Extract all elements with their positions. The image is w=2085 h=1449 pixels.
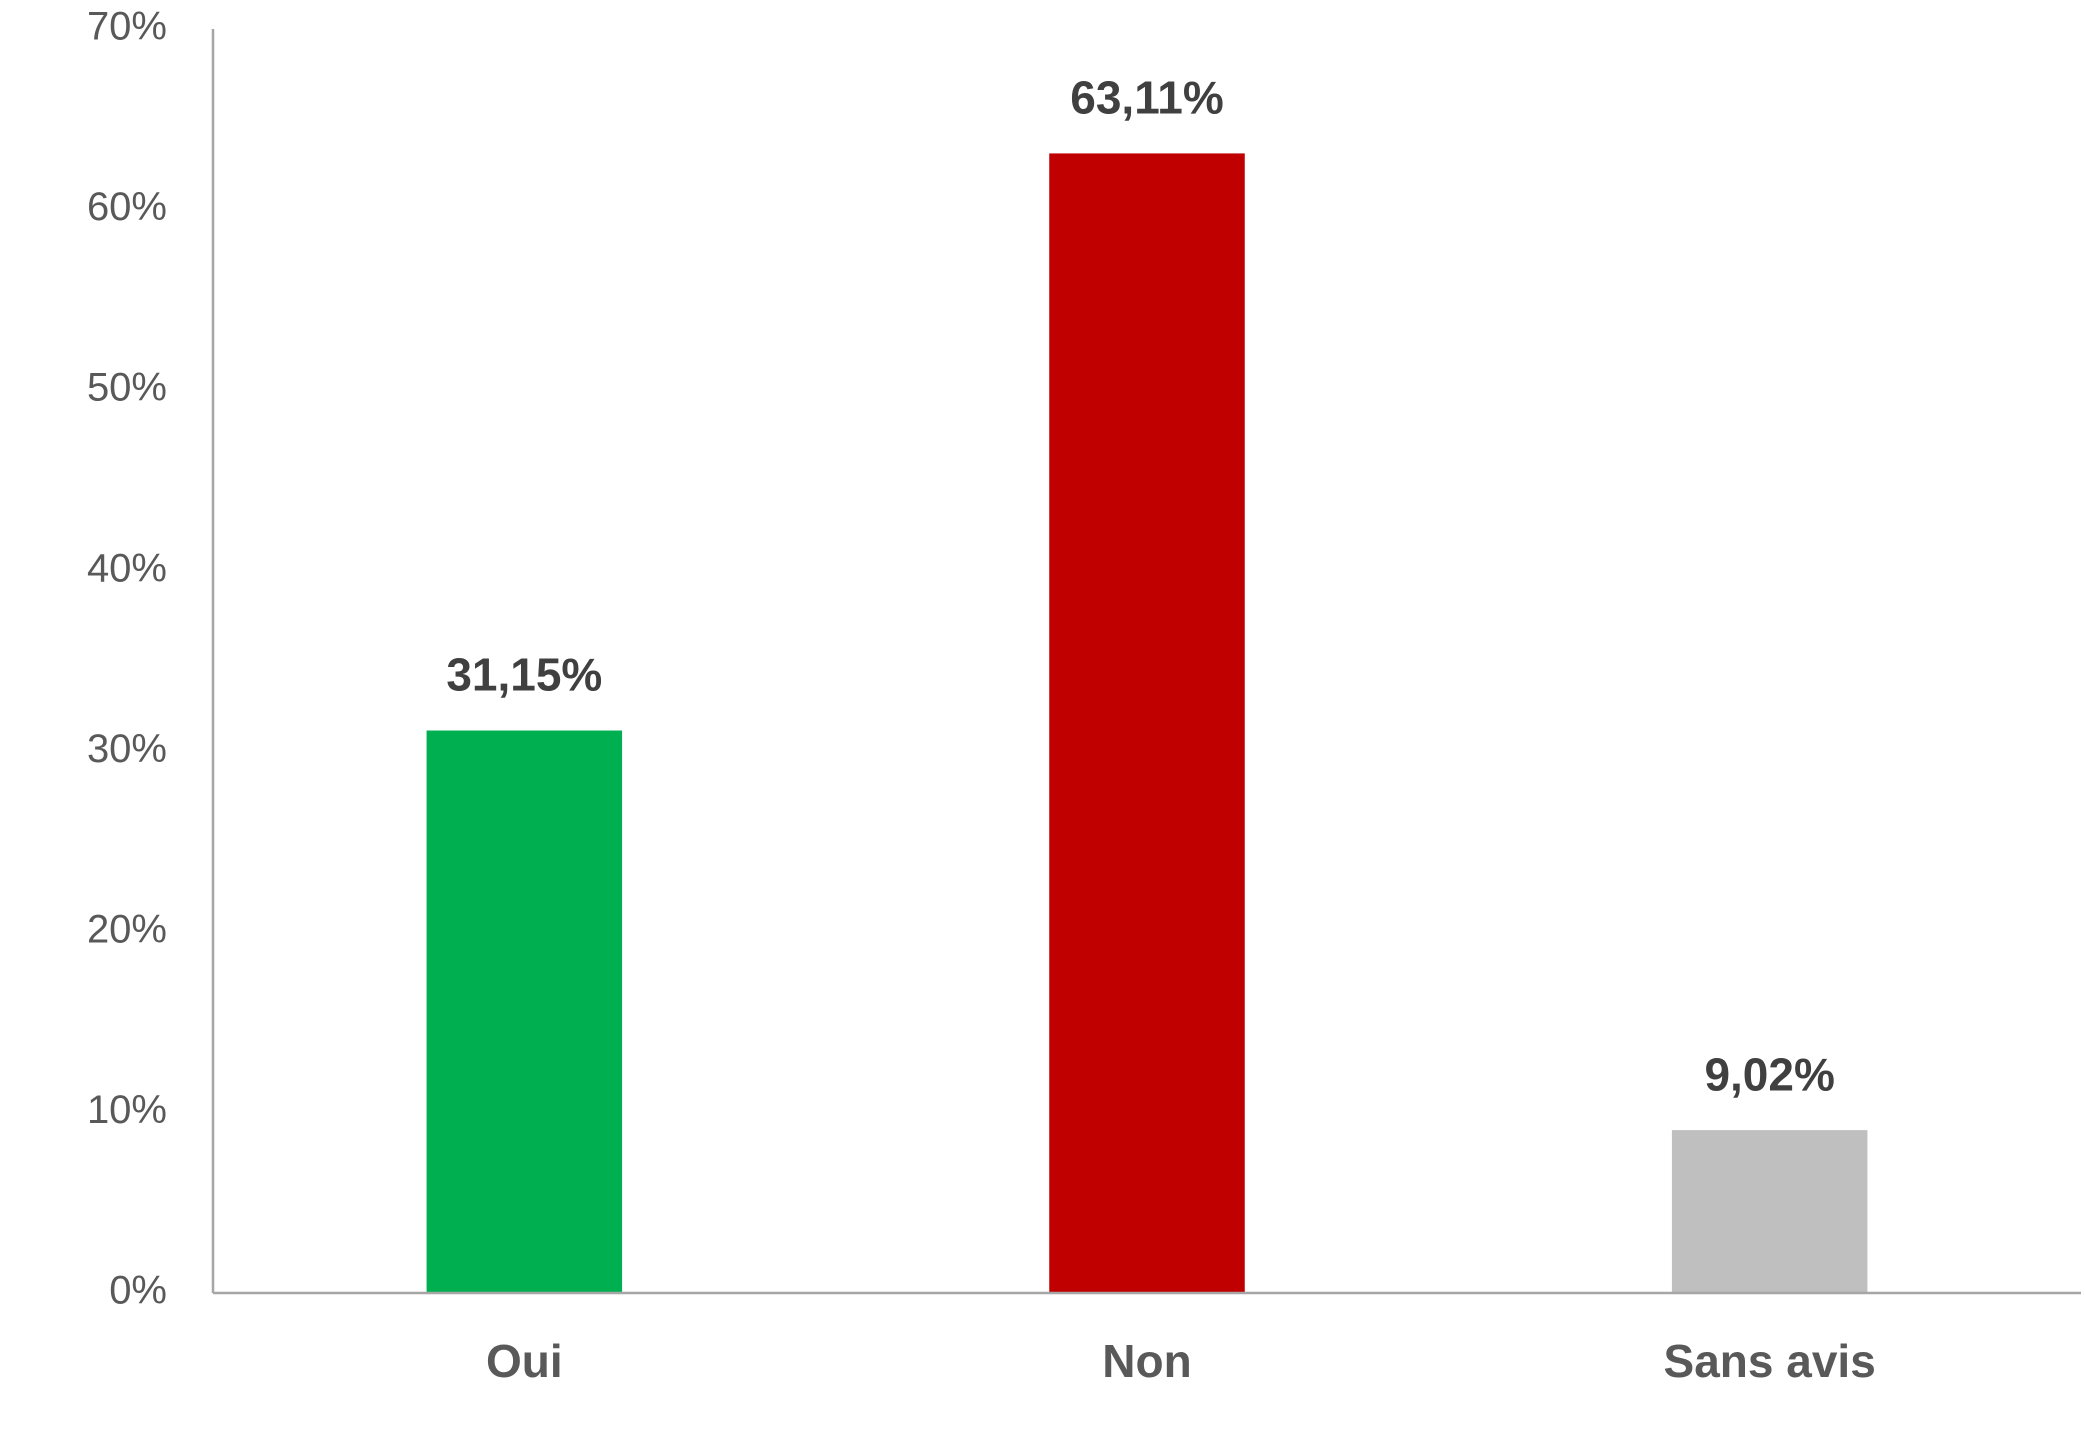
bar xyxy=(426,730,623,1293)
value-label: 31,15% xyxy=(446,649,602,701)
y-tick-label: 40% xyxy=(87,546,167,590)
y-tick-label: 10% xyxy=(87,1088,167,1132)
y-tick-label: 60% xyxy=(87,185,167,229)
x-tick-label: Non xyxy=(1102,1335,1191,1387)
value-label: 9,02% xyxy=(1704,1048,1834,1100)
y-tick-label: 0% xyxy=(109,1269,167,1313)
bar xyxy=(1671,1130,1868,1293)
y-tick-label: 30% xyxy=(87,727,167,771)
bar xyxy=(1049,153,1245,1294)
value-label: 63,11% xyxy=(1070,72,1223,124)
x-tick-label: Sans avis xyxy=(1664,1335,1876,1387)
y-tick-label: 20% xyxy=(87,907,167,951)
y-tick-label: 50% xyxy=(87,366,167,410)
x-tick-label: Oui xyxy=(486,1335,563,1387)
y-tick-label: 70% xyxy=(87,5,167,49)
